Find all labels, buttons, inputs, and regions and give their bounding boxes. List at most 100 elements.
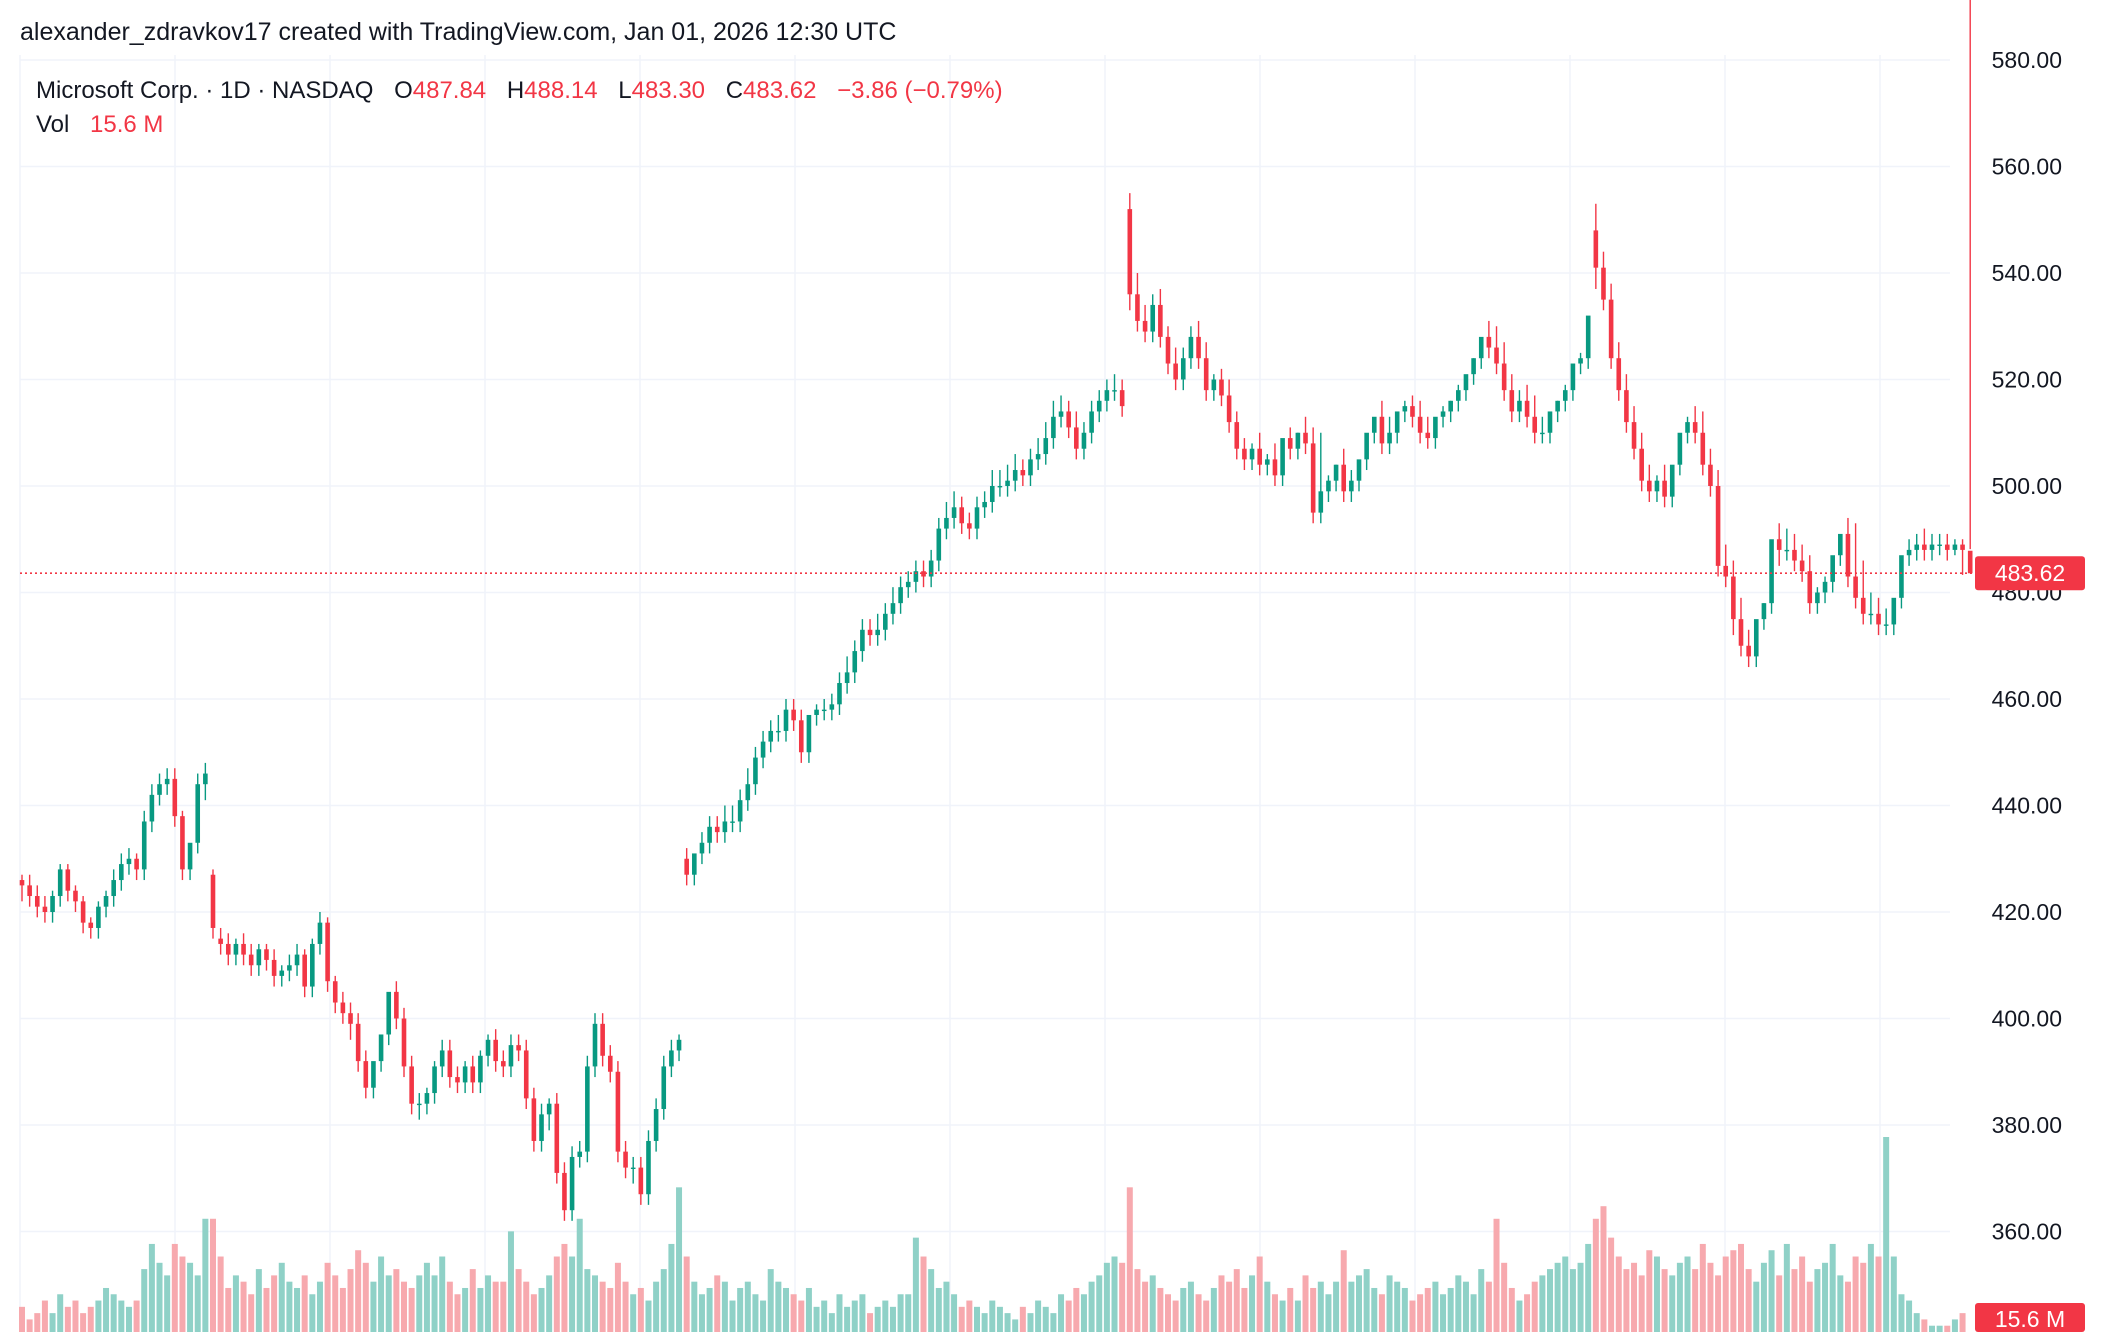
price-tick-label: 380.00 [1992,1112,2062,1138]
candle [1830,555,1835,593]
volume-bar [958,1306,965,1332]
candle [157,773,162,806]
candle-body [241,943,246,955]
candle [1066,400,1071,439]
last-price-overlay: 483.62 15.6 M [20,556,2085,1332]
volume-bar [1287,1287,1294,1332]
candle-body [1295,432,1301,449]
volume-bar [1080,1294,1087,1332]
volume-bar [752,1294,759,1332]
candle-body [1249,448,1255,460]
candle-body [1540,432,1545,435]
candle-body [1547,411,1553,433]
candle [1310,427,1316,524]
candle [1104,379,1110,412]
candle [325,917,330,992]
volume-bar [851,1300,858,1332]
high-value: 488.14 [524,77,598,104]
volume-bar [339,1287,346,1332]
volume-bar [828,1313,835,1332]
candle [669,1039,674,1078]
candle-body [1371,416,1377,433]
candle [1593,203,1599,289]
volume-bar [1478,1269,1485,1332]
volume-bar [1508,1287,1515,1332]
candle-body [187,842,193,870]
volume-bar [683,1256,690,1332]
candle-body [1158,304,1163,337]
candle [1456,384,1461,412]
volume-bar [592,1275,598,1332]
candle-body [409,1066,414,1104]
candle [554,1093,560,1184]
candle [1891,597,1897,636]
volume-bar [1409,1300,1416,1332]
candle [821,699,827,721]
candle [1944,533,1950,561]
candle [569,1146,575,1221]
candle-body [875,629,880,636]
candle [134,853,139,881]
candle-body [745,784,751,801]
volume-bar [1921,1319,1928,1332]
volume-bar [660,1269,667,1332]
volume-bar [423,1262,430,1332]
candle [1753,619,1759,668]
candle-body [96,906,101,928]
candle-body [707,826,712,843]
candle-body [600,1023,605,1056]
candle-body [630,1167,636,1169]
volume-bar [584,1269,591,1332]
volume-bar [1462,1281,1469,1332]
volume-bar [347,1269,354,1332]
volume-bar [920,1256,927,1332]
candle [1051,400,1056,449]
volume-bar [744,1281,751,1332]
candle-body [592,1023,598,1067]
volume-bar [874,1306,881,1332]
candle-body [1669,464,1675,497]
candle [974,496,980,540]
candle-body [493,1039,498,1062]
volume-bar [637,1287,644,1332]
candle [1356,459,1362,492]
volume-bar [1317,1281,1324,1332]
candle-body [1318,491,1324,513]
price-tick-label: 540.00 [1992,260,2062,286]
volume-bar [1524,1294,1531,1332]
candle [1654,475,1660,502]
candle-body [1501,363,1507,391]
candle-body [1853,576,1858,598]
candle [1845,517,1851,588]
volume-bar [966,1300,973,1332]
candle-body [1647,480,1652,492]
candle [852,640,858,684]
candle [1433,416,1438,449]
candle [1555,400,1560,423]
candle-body [1173,363,1178,380]
candle [1089,400,1094,444]
candle-body [669,1050,674,1067]
volume-bar [1875,1256,1882,1332]
candle-body [1914,544,1920,550]
volume-bar [1302,1275,1309,1332]
candle-body [1509,390,1515,412]
candle [1914,533,1920,561]
candle-body [149,794,155,822]
volume-bar [974,1306,980,1332]
candle [623,1140,628,1179]
candle-body [1891,597,1897,625]
candle-body [294,954,300,966]
volume-bar [148,1243,155,1332]
volume-bar [798,1300,805,1332]
volume-bar [462,1287,469,1332]
candle-body [1074,427,1079,449]
candle-body [134,858,139,870]
candle-body [1654,480,1660,492]
candle-body [714,826,720,833]
ohlc-row: Microsoft Corp. · 1D · NASDAQ O487.84 H4… [36,74,1003,108]
candle-body [607,1055,613,1072]
candle-body [279,970,285,976]
candle [1188,326,1194,369]
